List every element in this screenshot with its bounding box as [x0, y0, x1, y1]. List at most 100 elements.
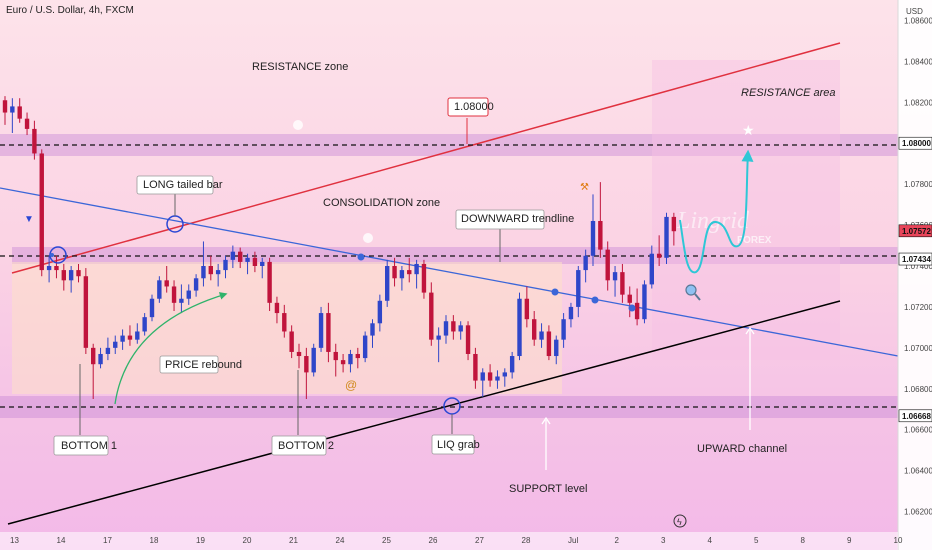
candle-bear	[340, 360, 346, 365]
x-tick-label: 18	[150, 536, 159, 545]
candle-bear	[407, 270, 412, 275]
candle-bull	[458, 325, 463, 332]
y-tick-label: 1.07800	[904, 180, 932, 189]
candle-bear	[627, 294, 632, 303]
touch-dot-1	[357, 253, 365, 261]
candle-bear	[32, 128, 37, 154]
candle-bear	[546, 331, 552, 357]
level-2-tag-label: 1.07434	[902, 255, 931, 264]
level-callout-box	[447, 97, 489, 117]
candle-bear	[127, 335, 133, 340]
candle-bull	[576, 270, 581, 307]
candle-bull	[414, 263, 419, 275]
candle-bear	[2, 100, 8, 113]
candle-bear	[620, 272, 625, 295]
candle-bull	[193, 278, 199, 291]
price-rebound-box	[159, 355, 219, 374]
downward-trendline-box	[455, 209, 545, 230]
candle-bull	[186, 290, 191, 299]
x-tick-label: 10	[894, 536, 903, 545]
x-tick-label: Jul	[568, 536, 578, 545]
candle-bear	[91, 347, 96, 365]
currency-label: USD	[906, 7, 923, 16]
hammer-icon: ⚒	[580, 182, 589, 193]
x-tick-label: 24	[336, 536, 345, 545]
downward-trendline	[0, 187, 899, 357]
candle-bull	[157, 280, 162, 299]
resistance-trendline	[11, 42, 841, 274]
candle-bull	[149, 298, 155, 318]
candle-bull	[46, 266, 52, 271]
candle-bear	[656, 253, 662, 258]
candle-bull	[179, 298, 184, 303]
x-tick-label: 17	[103, 536, 112, 545]
channel-arrow-head	[745, 326, 755, 335]
y-tick-label: 1.08600	[904, 16, 932, 25]
candle-bull	[509, 356, 515, 373]
candle-bear	[274, 302, 280, 314]
level-3-tag-bg	[898, 409, 932, 423]
candle-bull	[201, 266, 206, 279]
candle-bear	[429, 292, 434, 340]
support-level-label: SUPPORT level	[509, 483, 587, 495]
y-tick-label: 1.07200	[904, 303, 932, 312]
y-tick-label: 1.06400	[904, 467, 932, 476]
x-tick-label: 5	[754, 536, 759, 545]
consolidation-zone-label: CONSOLIDATION zone	[323, 197, 440, 209]
candle-bull	[68, 270, 74, 281]
level-1-tag-bg	[898, 136, 932, 150]
touch-dot-2	[551, 288, 559, 296]
candle-bear	[473, 353, 478, 381]
lightning-glyph: ϟ	[677, 517, 682, 527]
support-zone-band	[0, 396, 898, 418]
downward-trendline-text: DOWNWARD trendline	[461, 213, 574, 225]
consolidation-box	[12, 262, 562, 394]
info-icon-1	[293, 120, 303, 130]
x-tick-label: 13	[10, 536, 19, 545]
x-tick-label: 21	[289, 536, 298, 545]
x-tick-label: 4	[708, 536, 713, 545]
bottom1-box	[53, 435, 109, 456]
candle-bull	[348, 353, 353, 365]
candle-bull	[142, 317, 147, 332]
candles-group	[2, 96, 677, 399]
rebound-arrow	[114, 292, 228, 405]
long-tailed-bar-box	[136, 175, 214, 195]
price-axis	[898, 0, 932, 550]
x-tick-label: 14	[57, 536, 66, 545]
symbol-title: Euro / U.S. Dollar, 4h, FXCM	[6, 5, 134, 16]
lightning-icon	[673, 514, 687, 528]
level-2-tag-bg	[898, 252, 932, 266]
liq-grab-text: LIQ grab	[437, 439, 480, 451]
candle-bear	[171, 286, 177, 303]
candle-bear	[326, 313, 331, 352]
x-tick-label: 26	[429, 536, 438, 545]
watermark-brand: Lingrid	[676, 208, 750, 234]
x-tick-label: 25	[382, 536, 391, 545]
candle-bear	[289, 331, 294, 352]
watermark-sub: FOREX	[737, 235, 772, 246]
candle-bear	[208, 266, 213, 275]
candle-bear	[355, 353, 360, 359]
candle-bull	[215, 270, 221, 275]
x-tick-label: 2	[615, 536, 620, 545]
candle-bear	[61, 270, 66, 281]
x-tick-label: 20	[243, 536, 252, 545]
candle-bear	[164, 280, 169, 287]
y-tick-label: 1.06600	[904, 426, 932, 435]
candle-bull	[385, 266, 390, 301]
y-tick-label: 1.06800	[904, 385, 932, 394]
candle-bear	[451, 321, 456, 332]
candle-bull	[495, 376, 500, 381]
bottom1-text: BOTTOM 1	[61, 440, 117, 452]
resistance-zone-label: RESISTANCE zone	[252, 61, 348, 73]
time-axis	[0, 532, 898, 550]
candle-bull	[223, 259, 228, 271]
candle-bear	[524, 298, 530, 320]
bottom2-box	[271, 435, 327, 456]
marker-circle-2	[166, 215, 184, 233]
candle-bear	[605, 249, 610, 281]
candle-bull	[105, 347, 111, 354]
x-tick-label: 9	[847, 536, 852, 545]
